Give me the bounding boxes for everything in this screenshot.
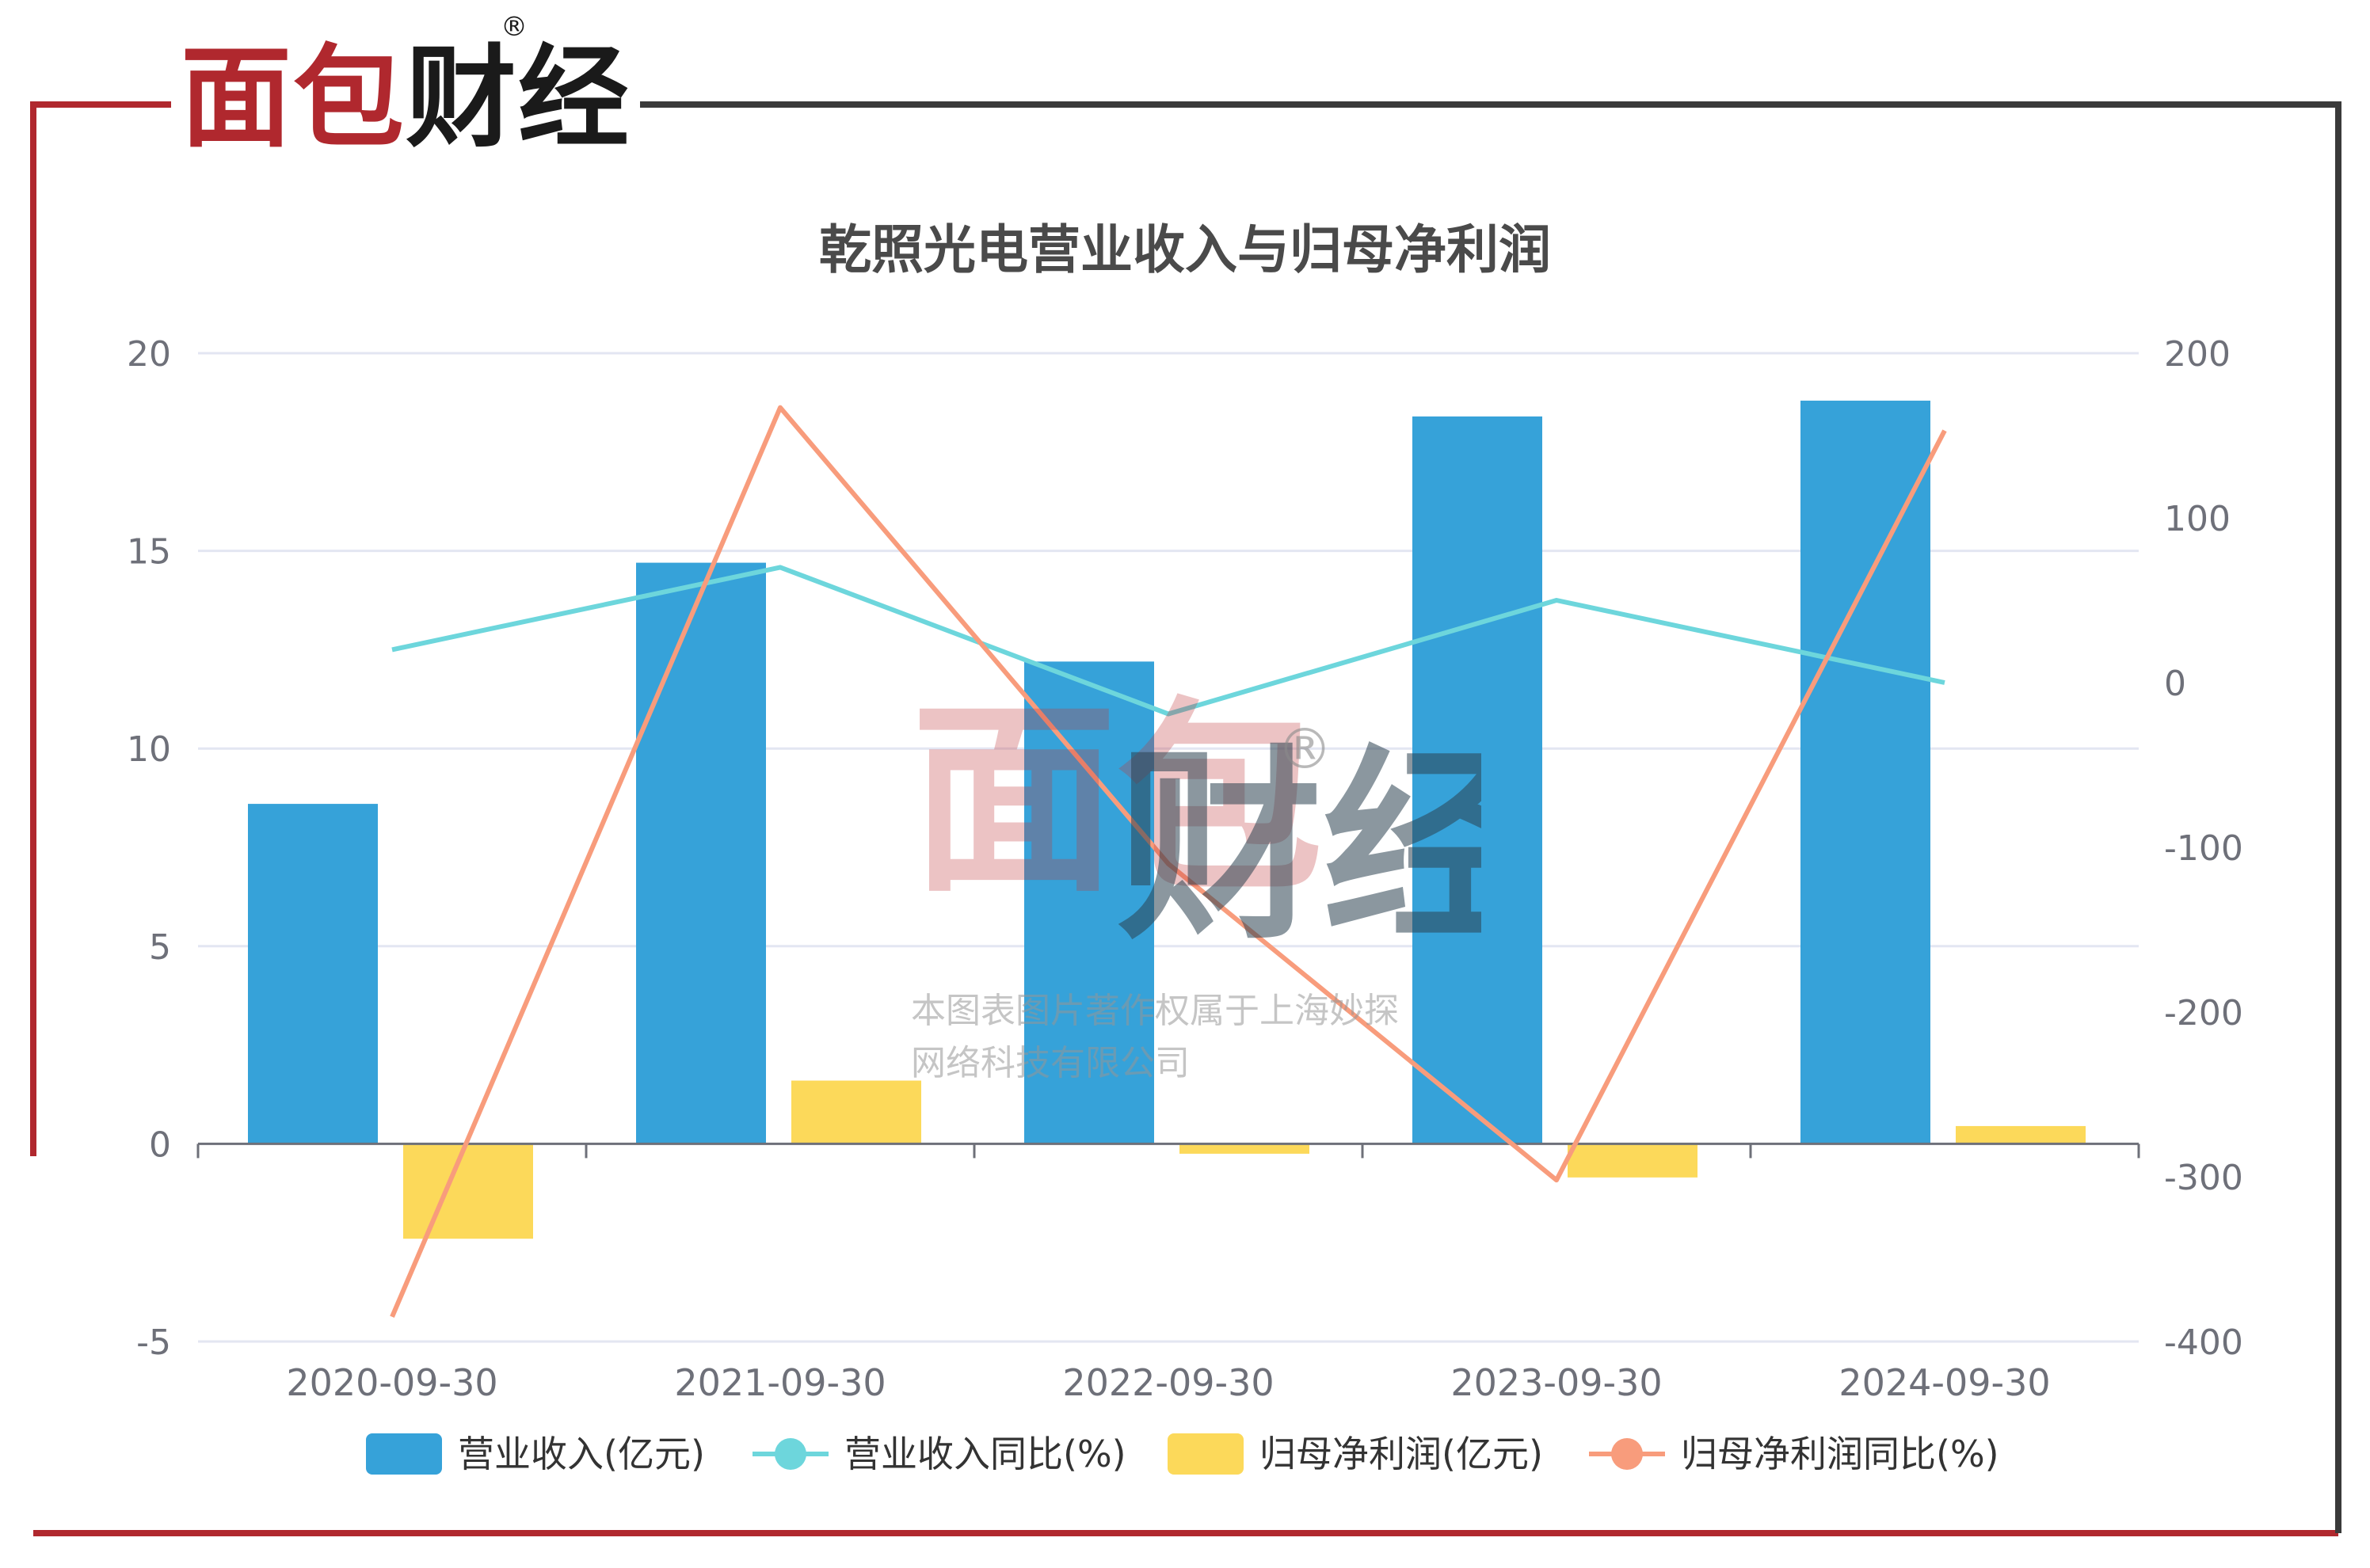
chart-title: 乾照光电营业收入与归母净利润 — [819, 219, 1551, 280]
x-axis-category-label: 2021-09-30 — [674, 1361, 886, 1404]
legend-swatch-bar — [1168, 1433, 1244, 1475]
revenue-bar — [1800, 400, 1930, 1144]
watermark-logo-part2: 财经 — [1117, 729, 1481, 968]
legend-swatch-dot — [775, 1438, 806, 1470]
right-axis-tick-label: 100 — [2164, 499, 2231, 539]
watermark-logo: 面包 财经 ® — [911, 681, 1481, 968]
left-axis-tick-label: 5 — [149, 927, 171, 968]
frame-top-dark — [634, 101, 2341, 1533]
revenue-bar — [248, 804, 378, 1144]
left-axis-tick-label: 20 — [127, 334, 171, 375]
right-axis-tick-label: -400 — [2164, 1323, 2243, 1363]
brand-logo-text: 面包财经 — [181, 32, 631, 166]
profit-yoy-line — [390, 405, 1947, 1318]
right-axis-tick-label: 200 — [2164, 334, 2231, 375]
x-axis-category-label: 2020-09-30 — [286, 1361, 497, 1404]
right-axis-tick-label: -200 — [2164, 993, 2243, 1033]
legend-label: 归母净利润(亿元) — [1259, 1433, 1543, 1475]
watermark-line-2: 网络科技有限公司 — [911, 1043, 1190, 1083]
brand-logo: 面包财经 ® — [181, 11, 640, 182]
profit-bar — [403, 1144, 533, 1239]
watermark-registered-mark: ® — [1277, 717, 1332, 782]
frame-left-red — [30, 101, 171, 1156]
left-axis-tick-label: -5 — [136, 1323, 171, 1363]
left-axis-tick-label: 10 — [127, 729, 171, 770]
profit-bar — [1568, 1144, 1697, 1178]
x-axis-category-label: 2022-09-30 — [1062, 1361, 1274, 1404]
revenue-yoy-line — [391, 565, 1945, 717]
right-axis-tick-label: -100 — [2164, 828, 2243, 869]
revenue-bar — [1024, 661, 1154, 1144]
brand-logo-part1: 面包 — [181, 34, 406, 163]
x-axis-category-label: 2024-09-30 — [1838, 1361, 2050, 1404]
left-axis-tick-label: 15 — [127, 532, 171, 573]
legend-swatch-dot — [1611, 1438, 1643, 1470]
left-axis-tick-label: 0 — [149, 1125, 171, 1165]
watermark-line-1: 本图表图片著作权属于上海妙探 — [911, 991, 1399, 1031]
watermark-logo-part1: 面包 — [911, 681, 1323, 920]
legend-label: 营业收入(亿元) — [458, 1433, 705, 1475]
profit-bar — [791, 1080, 921, 1144]
legend-label: 营业收入同比(%) — [844, 1433, 1126, 1475]
right-axis-tick-label: 0 — [2164, 664, 2186, 704]
legend-label: 归母净利润同比(%) — [1681, 1433, 1999, 1475]
profit-bar — [1179, 1144, 1309, 1154]
right-axis-tick-label: -300 — [2164, 1158, 2243, 1198]
revenue-bar — [1412, 416, 1542, 1144]
watermark: 面包 财经 ® 本图表图片著作权属于上海妙探 网络科技有限公司 — [911, 554, 1481, 1083]
x-axis-category-label: 2023-09-30 — [1450, 1361, 1662, 1404]
brand-logo-part2: 财经 — [406, 34, 631, 163]
profit-bar — [1956, 1125, 2086, 1144]
legend-swatch-bar — [366, 1433, 442, 1475]
brand-registered-mark: ® — [501, 11, 528, 43]
revenue-bar — [636, 562, 766, 1144]
